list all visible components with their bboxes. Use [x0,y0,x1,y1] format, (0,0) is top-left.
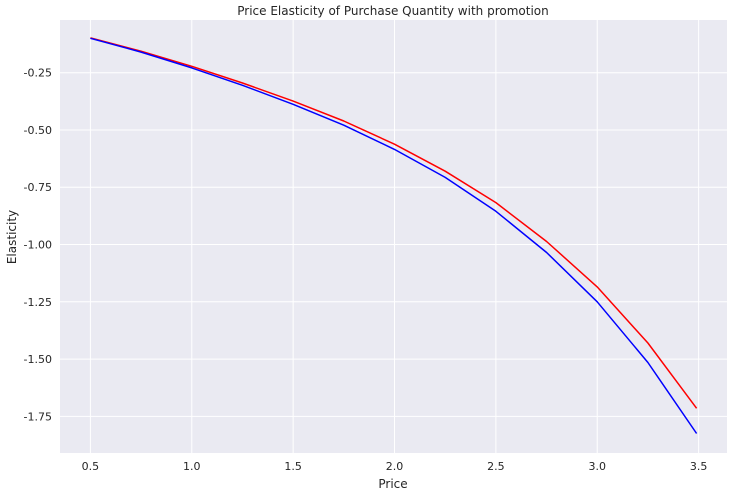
y-tick-label: -0.25 [24,67,52,80]
series-line-blue [90,37,698,434]
grid-lines [60,20,727,453]
x-tick-label: 1.5 [284,460,302,473]
x-tick-label: 1.0 [183,460,201,473]
y-tick-labels: -0.25 -0.50 -0.75 -1.00 -1.25 -1.50 -1.75 [24,67,52,424]
x-axis-label: Price [378,477,407,491]
y-tick-label: -1.50 [24,353,52,366]
x-tick-label: 0.5 [82,460,100,473]
chart-title: Price Elasticity of Purchase Quantity wi… [237,4,548,18]
series-lines [90,37,698,434]
y-axis-label: Elasticity [5,210,19,264]
y-tick-label: -1.00 [24,239,52,252]
plot-background [60,20,727,453]
x-tick-label: 3.5 [690,460,708,473]
x-tick-label: 2.5 [487,460,505,473]
x-tick-label: 3.0 [588,460,606,473]
x-tick-label: 2.0 [386,460,404,473]
y-tick-label: -1.75 [24,410,52,423]
series-line-red [90,37,698,409]
y-tick-label: -0.50 [24,124,52,137]
y-tick-label: -0.75 [24,181,52,194]
x-tick-labels: 0.5 1.0 1.5 2.0 2.5 3.0 3.5 [82,460,708,473]
y-tick-label: -1.25 [24,296,52,309]
